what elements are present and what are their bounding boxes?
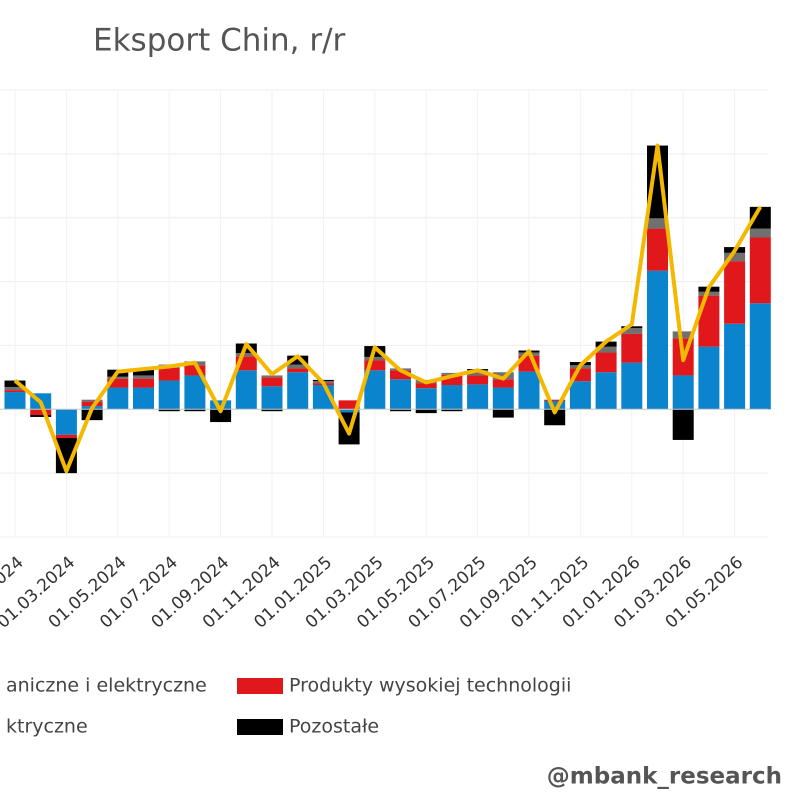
bar-segment <box>158 409 180 412</box>
bar-segment <box>544 399 566 401</box>
bar-segment <box>133 368 154 376</box>
bar-segment <box>647 218 668 229</box>
bar-segment <box>698 295 720 347</box>
bar-segment <box>749 228 771 238</box>
bar-segment <box>441 385 463 410</box>
bar-segment <box>492 379 514 388</box>
bar-segment <box>415 388 437 410</box>
bar-segment <box>287 368 309 373</box>
bar-segment <box>184 375 206 410</box>
bar-segment <box>81 401 103 407</box>
bar-segment <box>749 237 771 304</box>
bar-segment <box>698 346 720 410</box>
bar-segment <box>81 399 103 402</box>
bar-segment <box>107 376 129 379</box>
bar-segment <box>415 383 437 389</box>
bar-segment <box>184 409 206 412</box>
bar-segment <box>55 434 77 439</box>
bar-segment <box>107 378 129 388</box>
bar-segment <box>647 228 668 271</box>
bar-segment <box>595 372 617 410</box>
bar-segment <box>415 409 437 414</box>
bar-segment <box>672 375 694 410</box>
bar-segment <box>4 380 26 387</box>
bar-segment <box>518 371 540 410</box>
bar-segment <box>724 261 746 324</box>
bar-segment <box>621 333 643 363</box>
bar-segment <box>55 409 77 435</box>
legend-label: aniczne i elektryczne <box>6 675 207 697</box>
bar-segment <box>338 409 360 413</box>
bar-segment <box>390 409 411 412</box>
bar-segment <box>210 400 232 410</box>
bar-segment <box>210 409 232 423</box>
bar-segment <box>544 409 566 426</box>
bar-segment <box>287 355 309 365</box>
legend-swatch <box>237 678 283 694</box>
bar-segment <box>235 370 257 410</box>
bar-segment <box>621 326 643 329</box>
bar-segment <box>441 409 463 412</box>
bar-segment <box>672 331 694 339</box>
bar-segment <box>261 375 283 378</box>
bar-segment <box>107 387 129 410</box>
legend-label: ktryczne <box>6 716 88 738</box>
bar-segment <box>235 353 257 357</box>
bar-segment <box>621 362 643 410</box>
bar-segment <box>467 370 489 376</box>
bar-segment <box>467 375 489 385</box>
bar-segment <box>672 409 694 440</box>
bar-segment <box>749 303 771 410</box>
bar-segment <box>467 384 489 410</box>
bar-segment <box>133 375 154 379</box>
bar-segment <box>441 372 463 375</box>
chart-title: Eksport Chin, r/r <box>93 23 346 59</box>
bar-segment <box>55 438 77 474</box>
legend-swatch <box>237 719 283 735</box>
legend-label: Pozostałe <box>289 716 379 738</box>
bar-segment <box>261 409 283 412</box>
bar-segment <box>621 328 643 334</box>
bar-segment <box>724 323 746 410</box>
bar-segment <box>595 352 617 373</box>
legend-label: Produkty wysokiej technologii <box>289 675 571 697</box>
bar-segment <box>595 346 617 353</box>
bar-segment <box>261 377 283 387</box>
total-line <box>13 143 763 474</box>
bar-segment <box>158 367 180 381</box>
bar-segment <box>492 387 514 410</box>
bar-segment <box>184 365 206 376</box>
bar-segment <box>81 409 103 421</box>
bar-segment <box>133 378 154 388</box>
bar-segment <box>364 360 386 371</box>
bar-segment <box>261 386 283 410</box>
bar-segment <box>724 252 746 262</box>
bar-segment <box>390 379 411 410</box>
watermark: @mbank_research <box>547 764 782 790</box>
bar-segment <box>647 270 668 410</box>
bar-segment <box>338 400 360 410</box>
bar-segment <box>569 381 591 410</box>
bar-segment <box>133 387 154 410</box>
bar-segment <box>287 364 309 369</box>
bar-segment <box>158 380 180 410</box>
bar-segment <box>4 386 26 391</box>
bar-segment <box>364 370 386 410</box>
bar-segment <box>390 370 411 380</box>
bar-segment <box>287 372 309 410</box>
bar-segment <box>364 356 386 361</box>
bar-segment <box>4 390 26 393</box>
bar-segment <box>492 409 514 418</box>
bar-segment <box>4 392 26 410</box>
bar-segment <box>30 409 52 416</box>
bar-segment <box>441 374 463 386</box>
bar-segment <box>544 400 566 410</box>
bar-segment <box>30 415 52 417</box>
bar-segment <box>698 291 720 296</box>
